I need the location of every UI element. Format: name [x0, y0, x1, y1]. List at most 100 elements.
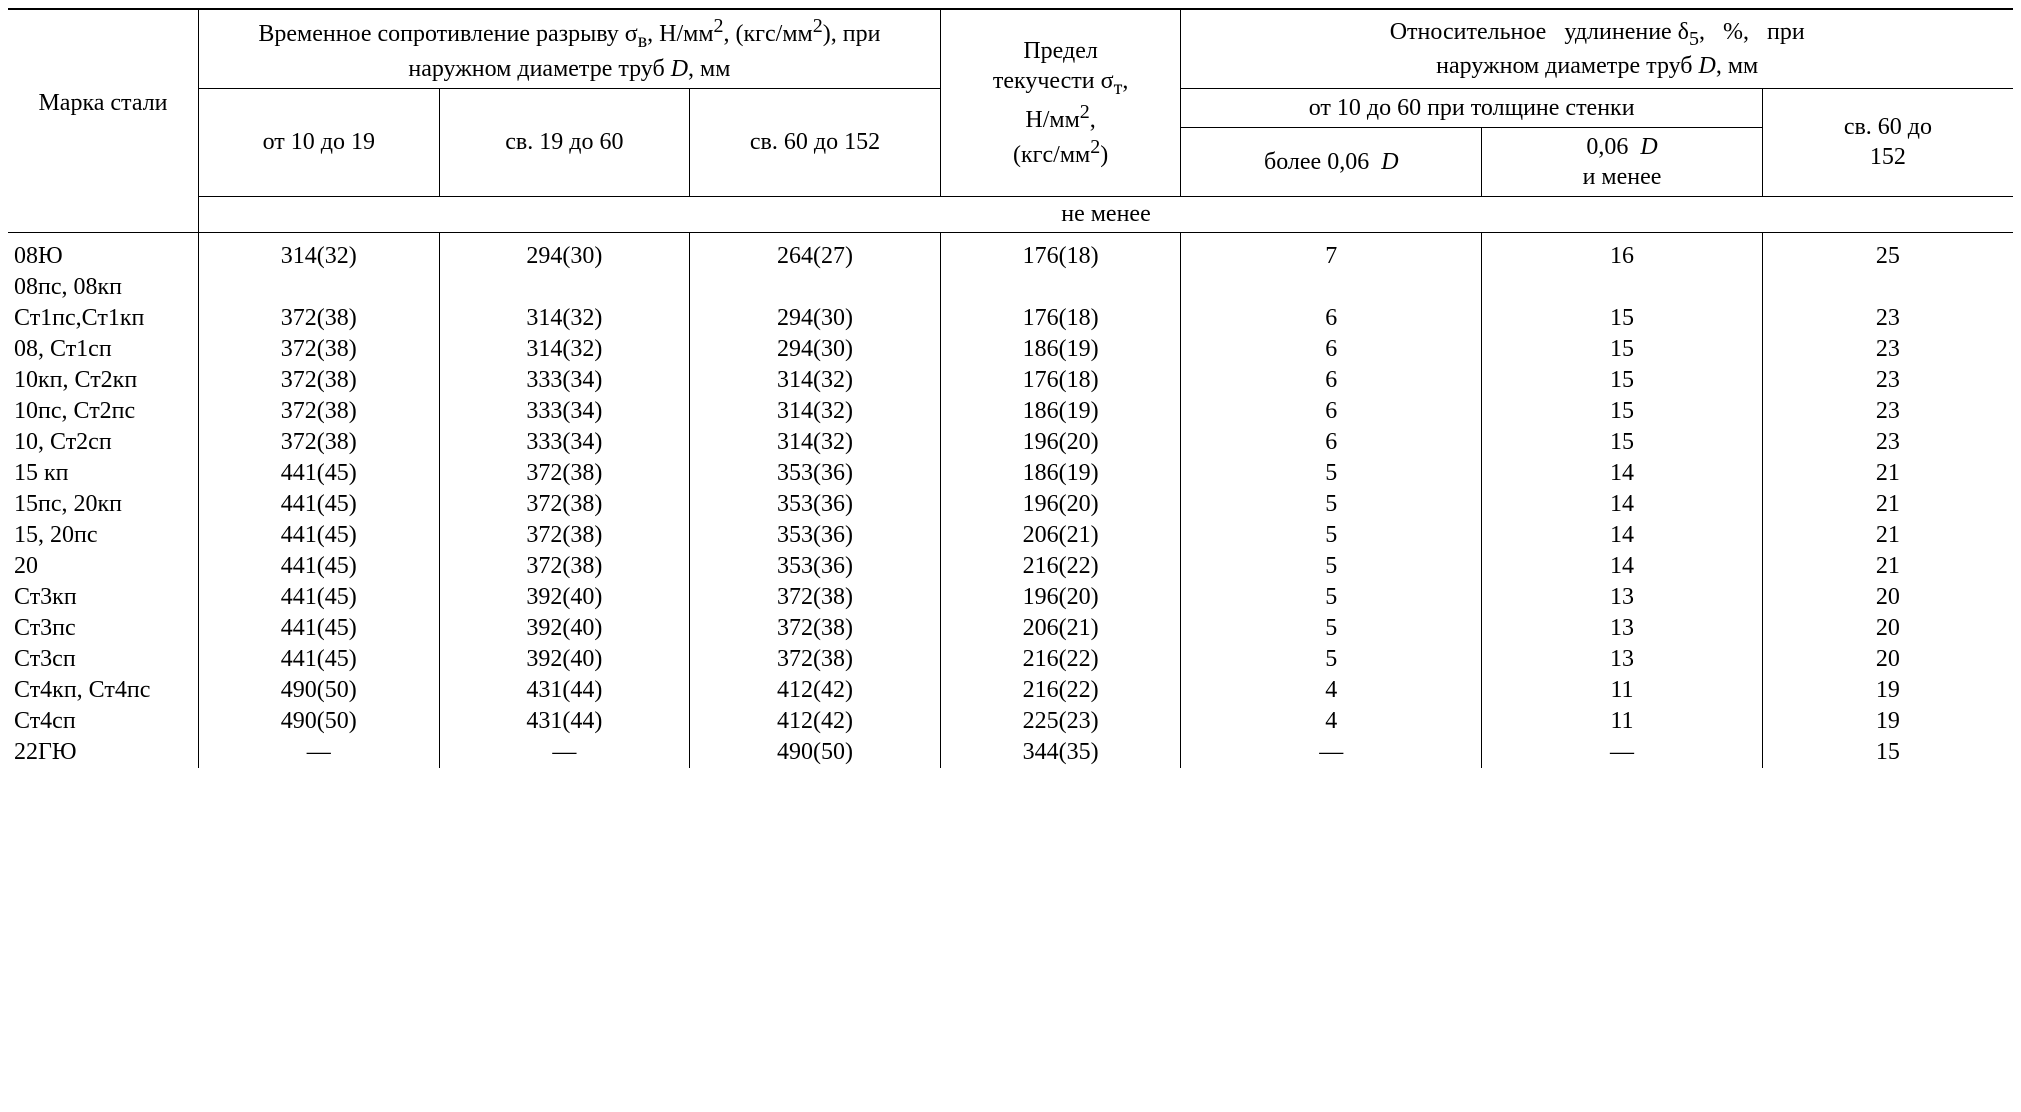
cell-006D-less: 13: [1482, 582, 1763, 613]
table-row: 08Ю314(32)294(30)264(27)176(18)71625: [8, 232, 2013, 272]
cell-19-60: 431(44): [439, 675, 690, 706]
cell-60-152-elong: 23: [1762, 396, 2013, 427]
cell-more006D: 5: [1181, 644, 1482, 675]
cell-more006D: 5: [1181, 551, 1482, 582]
cell-grade: 10кп, Ст2кп: [8, 365, 198, 396]
cell-yield: 176(18): [940, 365, 1181, 396]
table-row: Ст3кп441(45)392(40)372(38)196(20)51320: [8, 582, 2013, 613]
th-steel-grade: Марка стали: [8, 9, 198, 196]
th-more-006D: более 0,06 D: [1181, 127, 1482, 196]
table-row: 15 кп441(45)372(38)353(36)186(19)51421: [8, 458, 2013, 489]
cell-19-60: —: [439, 737, 690, 768]
table-body: 08Ю314(32)294(30)264(27)176(18)7162508пс…: [8, 232, 2013, 768]
cell-006D-less: 15: [1482, 396, 1763, 427]
cell-10-19: 441(45): [198, 458, 439, 489]
th-006D-less-text: 0,06 Dи менее: [1583, 134, 1662, 190]
cell-grade: Ст3кп: [8, 582, 198, 613]
cell-grade: Ст3пс: [8, 613, 198, 644]
cell-60-152: 412(42): [690, 675, 941, 706]
table-row: 10пс, Ст2пс372(38)333(34)314(32)186(19)6…: [8, 396, 2013, 427]
cell-10-19: 372(38): [198, 427, 439, 458]
th-elong-text: Относительное удлинение δ5, %, принаружн…: [1390, 19, 1805, 80]
table-row: Ст4кп, Ст4пс490(50)431(44)412(42)216(22)…: [8, 675, 2013, 706]
cell-10-19: 441(45): [198, 644, 439, 675]
cell-006D-less: 13: [1482, 613, 1763, 644]
cell-more006D: 4: [1181, 675, 1482, 706]
cell-grade: Ст4кп, Ст4пс: [8, 675, 198, 706]
cell-60-152-elong: 23: [1762, 334, 2013, 365]
cell-10-19: 441(45): [198, 613, 439, 644]
cell-19-60: 392(40): [439, 613, 690, 644]
cell-more006D: 5: [1181, 582, 1482, 613]
cell-60-152-elong: 23: [1762, 303, 2013, 334]
cell-19-60: 333(34): [439, 396, 690, 427]
cell-006D-less: 15: [1482, 334, 1763, 365]
table-row: Ст1пс,Ст1кп372(38)314(32)294(30)176(18)6…: [8, 303, 2013, 334]
cell-10-19: 441(45): [198, 551, 439, 582]
cell-grade: 08Ю: [8, 232, 198, 272]
cell-more006D: 5: [1181, 613, 1482, 644]
cell-60-152-elong: 19: [1762, 706, 2013, 737]
cell-10-19: 372(38): [198, 334, 439, 365]
cell-60-152-elong: 25: [1762, 232, 2013, 272]
cell-006D-less: 14: [1482, 551, 1763, 582]
cell-60-152: 353(36): [690, 551, 941, 582]
cell-006D-less: —: [1482, 737, 1763, 768]
cell-yield: 176(18): [940, 232, 1181, 272]
steel-properties-table: Марка стали Временное сопротивление разр…: [8, 8, 2013, 768]
cell-60-152: 353(36): [690, 458, 941, 489]
th-006D-less: 0,06 Dи менее: [1482, 127, 1763, 196]
cell-grade: 15 кп: [8, 458, 198, 489]
table-row: 10, Ст2сп372(38)333(34)314(32)196(20)615…: [8, 427, 2013, 458]
th-not-less: не менее: [198, 196, 2013, 232]
cell-yield: 186(19): [940, 396, 1181, 427]
cell-10-19: —: [198, 737, 439, 768]
cell-yield: 196(20): [940, 582, 1181, 613]
cell-19-60: 333(34): [439, 365, 690, 396]
cell-more006D: 5: [1181, 458, 1482, 489]
cell-yield: 206(21): [940, 613, 1181, 644]
cell-60-152-elong: 21: [1762, 520, 2013, 551]
cell-60-152-elong: 21: [1762, 458, 2013, 489]
table-row: 15, 20пс441(45)372(38)353(36)206(21)5142…: [8, 520, 2013, 551]
cell-grade: 20: [8, 551, 198, 582]
cell-006D-less: 13: [1482, 644, 1763, 675]
cell-grade: 10, Ст2сп: [8, 427, 198, 458]
cell-grade: 15пс, 20кп: [8, 489, 198, 520]
cell-60-152-elong: [1762, 272, 2013, 303]
cell-006D-less: 15: [1482, 365, 1763, 396]
table-row: 20441(45)372(38)353(36)216(22)51421: [8, 551, 2013, 582]
cell-more006D: —: [1181, 737, 1482, 768]
cell-006D-less: 15: [1482, 427, 1763, 458]
cell-more006D: 6: [1181, 334, 1482, 365]
cell-60-152-elong: 21: [1762, 489, 2013, 520]
th-diam-10-19: от 10 до 19: [198, 88, 439, 196]
cell-more006D: 5: [1181, 489, 1482, 520]
cell-60-152: 264(27): [690, 232, 941, 272]
cell-006D-less: 11: [1482, 675, 1763, 706]
cell-more006D: 7: [1181, 232, 1482, 272]
table-row: 10кп, Ст2кп372(38)333(34)314(32)176(18)6…: [8, 365, 2013, 396]
cell-006D-less: 14: [1482, 520, 1763, 551]
cell-60-152-elong: 20: [1762, 644, 2013, 675]
cell-yield: 206(21): [940, 520, 1181, 551]
cell-60-152: 314(32): [690, 396, 941, 427]
cell-10-19: 441(45): [198, 520, 439, 551]
cell-006D-less: 15: [1482, 303, 1763, 334]
th-elong-10-60: от 10 до 60 при толщине стенки: [1181, 88, 1762, 127]
th-elong-60-152-text: св. 60 до152: [1844, 114, 1932, 170]
cell-10-19: 372(38): [198, 365, 439, 396]
cell-60-152-elong: 20: [1762, 613, 2013, 644]
cell-19-60: 372(38): [439, 520, 690, 551]
cell-yield: 216(22): [940, 675, 1181, 706]
cell-60-152: 314(32): [690, 365, 941, 396]
th-elong-60-152: св. 60 до152: [1762, 88, 2013, 196]
cell-yield: 186(19): [940, 334, 1181, 365]
cell-19-60: 392(40): [439, 644, 690, 675]
cell-19-60: 333(34): [439, 427, 690, 458]
cell-006D-less: 16: [1482, 232, 1763, 272]
cell-grade: 08пс, 08кп: [8, 272, 198, 303]
th-elong-group: Относительное удлинение δ5, %, принаружн…: [1181, 9, 2013, 88]
th-diam-60-152: св. 60 до 152: [690, 88, 941, 196]
cell-60-152-elong: 20: [1762, 582, 2013, 613]
